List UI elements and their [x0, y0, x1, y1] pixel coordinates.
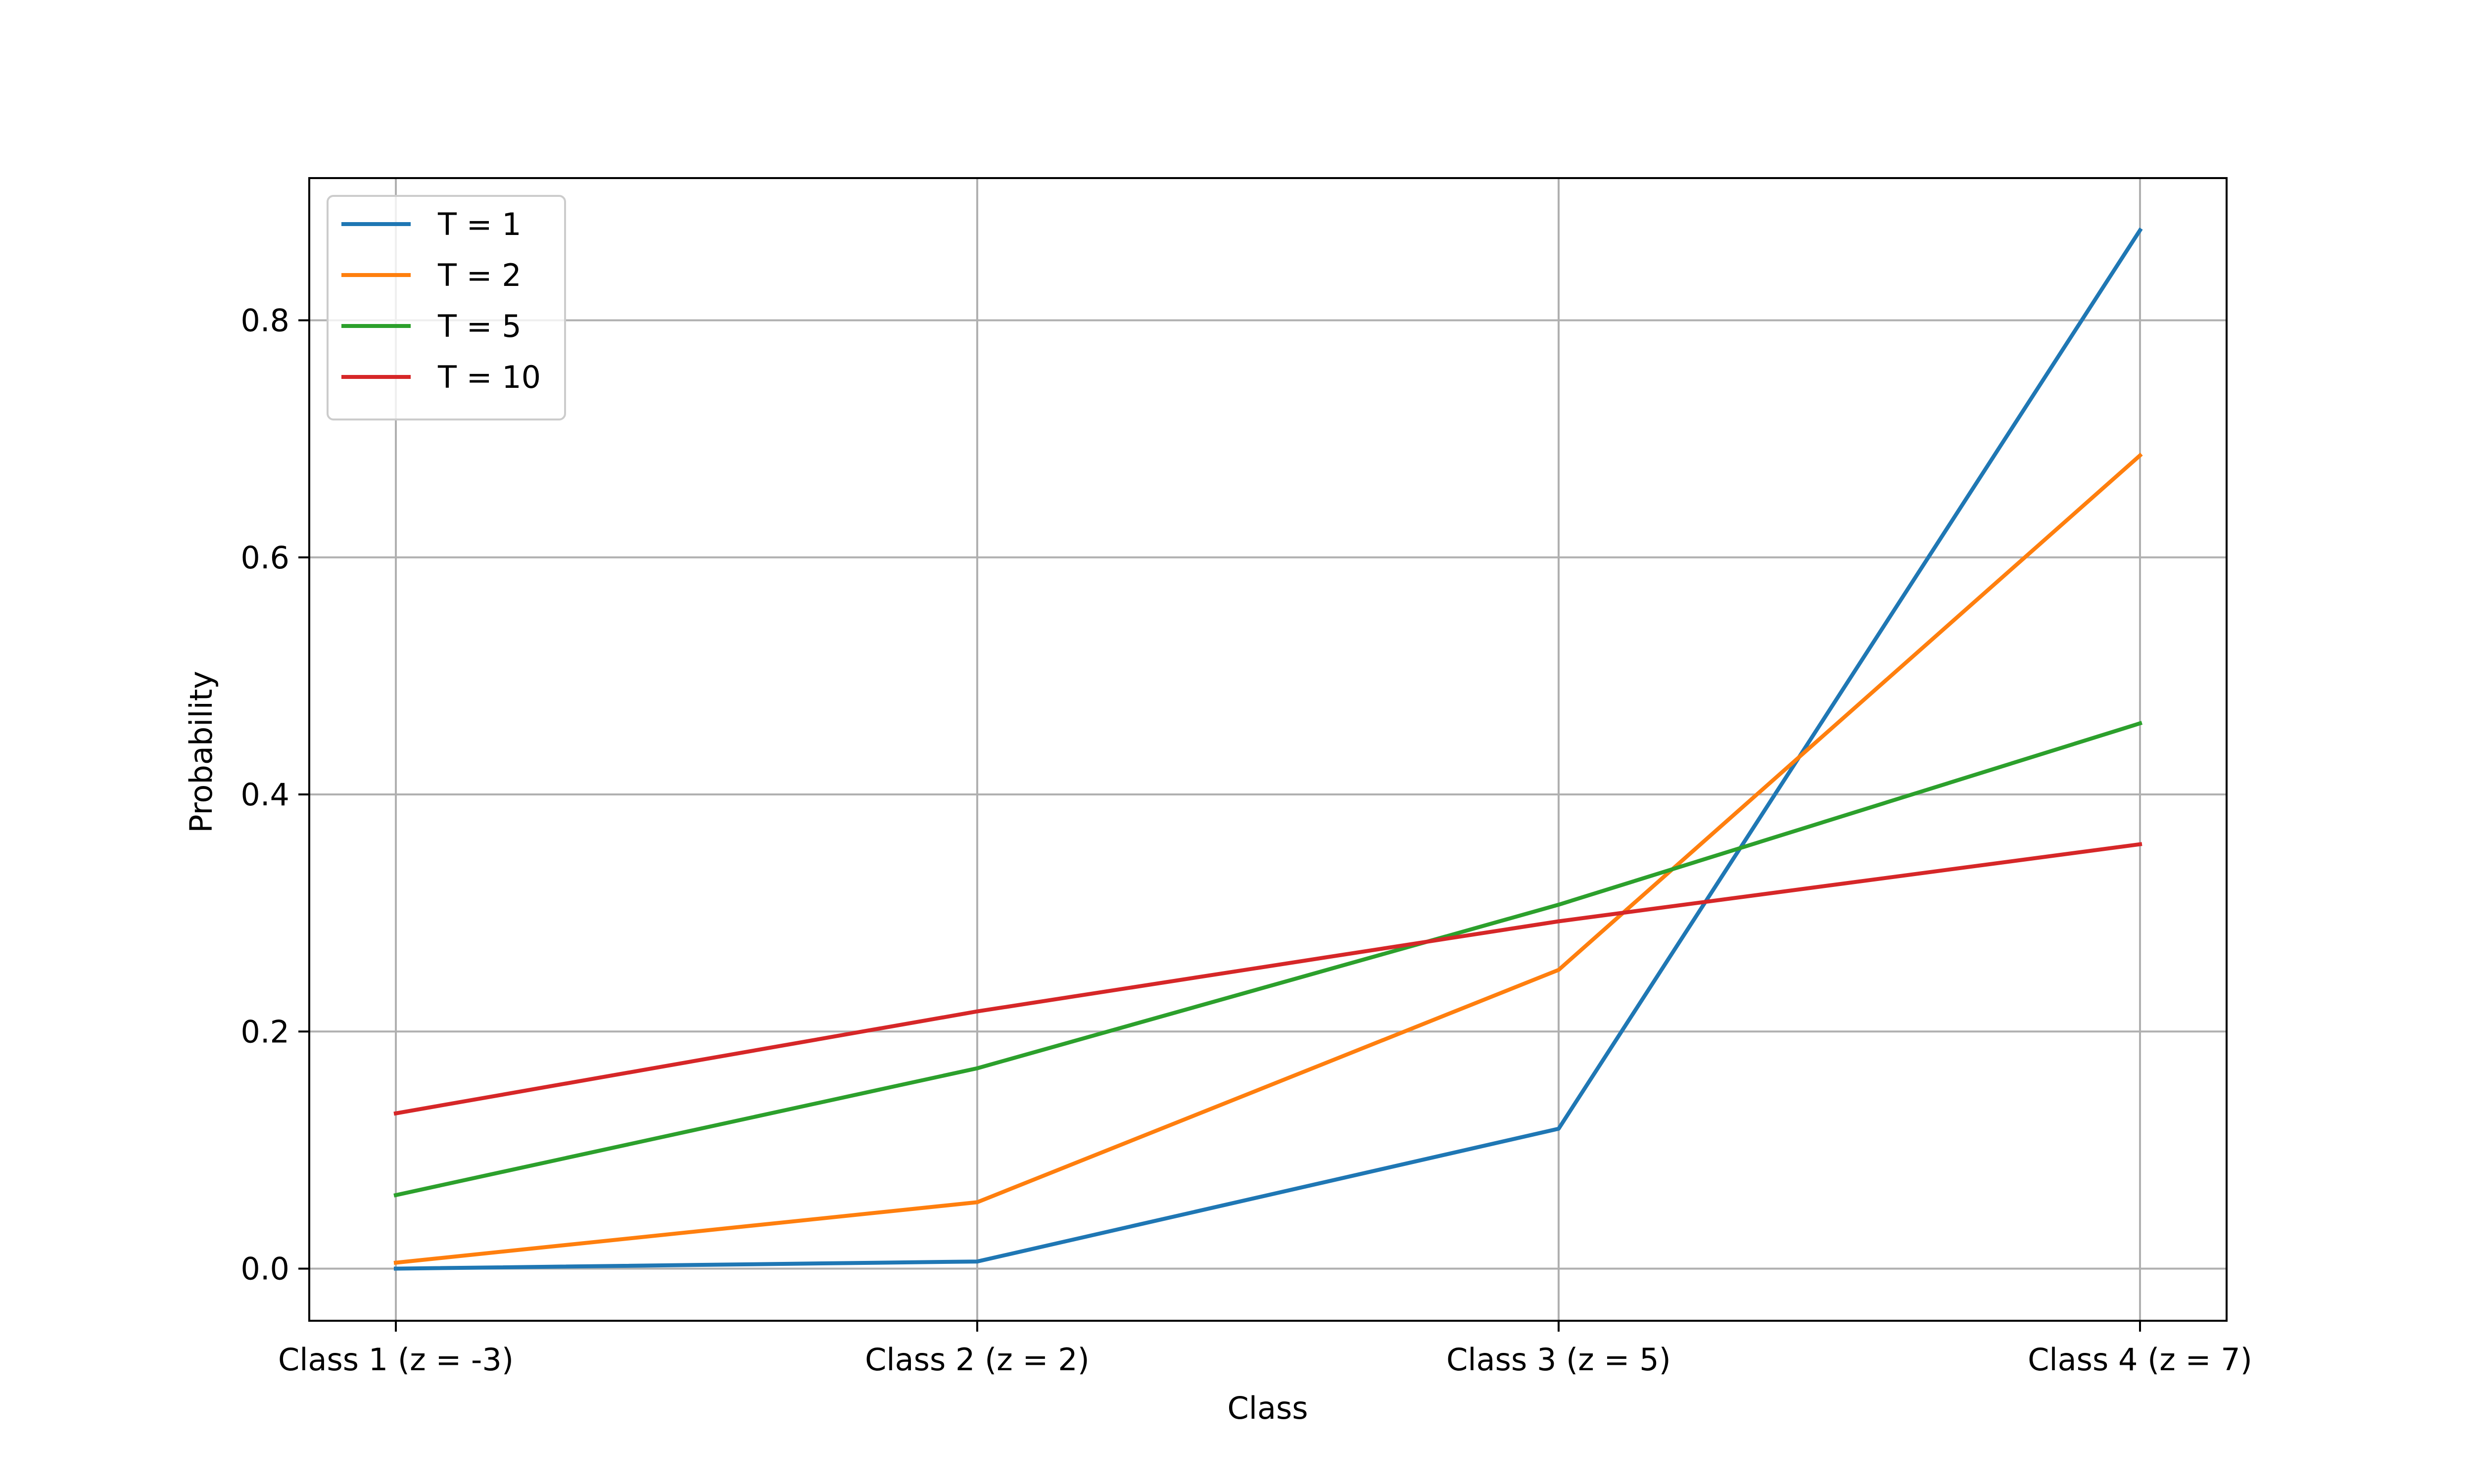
series-lines	[393, 227, 2143, 1271]
plot-frame	[308, 177, 2228, 1322]
series-line	[393, 227, 2143, 1271]
y-tick-label: 0.0	[240, 1251, 289, 1287]
y-tick-label: 0.4	[240, 777, 289, 813]
x-tick-label: Class 1 (z = -3)	[278, 1342, 514, 1378]
y-tick-label: 0.2	[240, 1014, 289, 1050]
y-axis-title: Probability	[183, 671, 219, 833]
series-line	[393, 453, 2143, 1265]
legend-label: T = 2	[437, 257, 522, 293]
legend: T = 1 T = 2 T = 5 T = 10	[327, 195, 566, 420]
plot-area-background	[309, 178, 2227, 1321]
x-tick-label: Class 4 (z = 7)	[2028, 1342, 2252, 1378]
x-tick-label: Class 3 (z = 5)	[1446, 1342, 1671, 1378]
axis-ticks: Class 1 (z = -3) Class 2 (z = 2) Class 3 (…	[240, 303, 2252, 1378]
legend-label: T = 5	[437, 308, 522, 344]
legend-label: T = 1	[437, 206, 522, 242]
y-tick-label: 0.8	[240, 303, 289, 339]
x-axis-title: Class	[1227, 1390, 1308, 1426]
legend-box	[327, 195, 566, 420]
series-line	[393, 721, 2143, 1198]
series-line	[393, 842, 2142, 1116]
x-tick-label: Class 2 (z = 2)	[865, 1342, 1090, 1378]
legend-label: T = 10	[437, 359, 541, 395]
y-tick-label: 0.6	[240, 540, 289, 576]
